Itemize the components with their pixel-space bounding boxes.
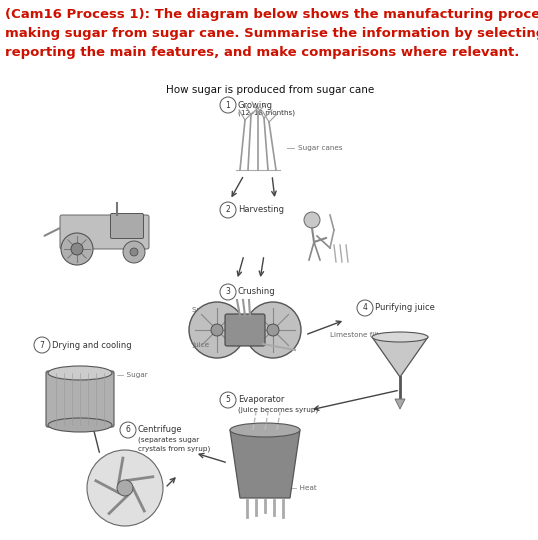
Text: 2: 2	[225, 206, 230, 214]
Text: 4: 4	[363, 303, 367, 313]
Text: — Sugar: — Sugar	[117, 372, 148, 378]
Circle shape	[120, 422, 136, 438]
Circle shape	[87, 450, 163, 526]
Circle shape	[245, 302, 301, 358]
Text: — Heat: — Heat	[290, 485, 317, 491]
Text: crystals from syrup): crystals from syrup)	[138, 446, 210, 453]
Polygon shape	[230, 430, 300, 498]
Text: Drying and cooling: Drying and cooling	[52, 341, 132, 349]
Ellipse shape	[372, 332, 428, 342]
FancyBboxPatch shape	[110, 213, 144, 239]
Text: Harvesting: Harvesting	[238, 206, 284, 214]
FancyArrowPatch shape	[45, 228, 60, 236]
Circle shape	[267, 324, 279, 336]
Text: (Cam16 Process 1): The diagram below shows the manufacturing process for: (Cam16 Process 1): The diagram below sho…	[5, 8, 538, 21]
FancyBboxPatch shape	[46, 371, 114, 427]
Circle shape	[220, 202, 236, 218]
Circle shape	[220, 97, 236, 113]
Text: Purifying juice: Purifying juice	[375, 303, 435, 313]
Circle shape	[357, 300, 373, 316]
Circle shape	[304, 212, 320, 228]
Ellipse shape	[48, 366, 112, 380]
Text: (separates sugar: (separates sugar	[138, 437, 199, 443]
Text: (juice becomes syrup): (juice becomes syrup)	[238, 407, 318, 413]
Circle shape	[34, 337, 50, 353]
Ellipse shape	[230, 423, 300, 437]
Text: Evaporator: Evaporator	[238, 395, 285, 404]
Text: 6: 6	[125, 426, 130, 435]
Text: 1: 1	[225, 100, 230, 110]
Text: Centrifuge: Centrifuge	[138, 426, 182, 435]
Polygon shape	[395, 399, 405, 409]
Text: 7: 7	[40, 341, 45, 349]
Circle shape	[71, 243, 83, 255]
Circle shape	[117, 480, 133, 496]
Circle shape	[61, 233, 93, 265]
Circle shape	[189, 302, 245, 358]
Text: Juice: Juice	[192, 342, 209, 348]
Text: making sugar from sugar cane. Summarise the information by selecting and: making sugar from sugar cane. Summarise …	[5, 27, 538, 40]
Circle shape	[220, 284, 236, 300]
FancyBboxPatch shape	[225, 314, 265, 346]
Text: Crushing: Crushing	[238, 287, 275, 296]
Text: (12–18 months): (12–18 months)	[238, 110, 295, 116]
Polygon shape	[372, 337, 428, 377]
Text: Sugar canes: Sugar canes	[298, 145, 343, 151]
Circle shape	[211, 324, 223, 336]
Circle shape	[130, 248, 138, 256]
Circle shape	[220, 392, 236, 408]
Text: Growing: Growing	[238, 100, 273, 110]
FancyBboxPatch shape	[60, 215, 149, 249]
Ellipse shape	[48, 418, 112, 432]
Text: reporting the main features, and make comparisons where relevant.: reporting the main features, and make co…	[5, 46, 519, 59]
Text: 3: 3	[225, 287, 230, 296]
Text: How sugar is produced from sugar cane: How sugar is produced from sugar cane	[166, 85, 374, 95]
Text: Sugar canes: Sugar canes	[192, 307, 237, 313]
Text: Limestone filter—: Limestone filter—	[330, 332, 394, 338]
Circle shape	[123, 241, 145, 263]
Text: 5: 5	[225, 395, 230, 404]
